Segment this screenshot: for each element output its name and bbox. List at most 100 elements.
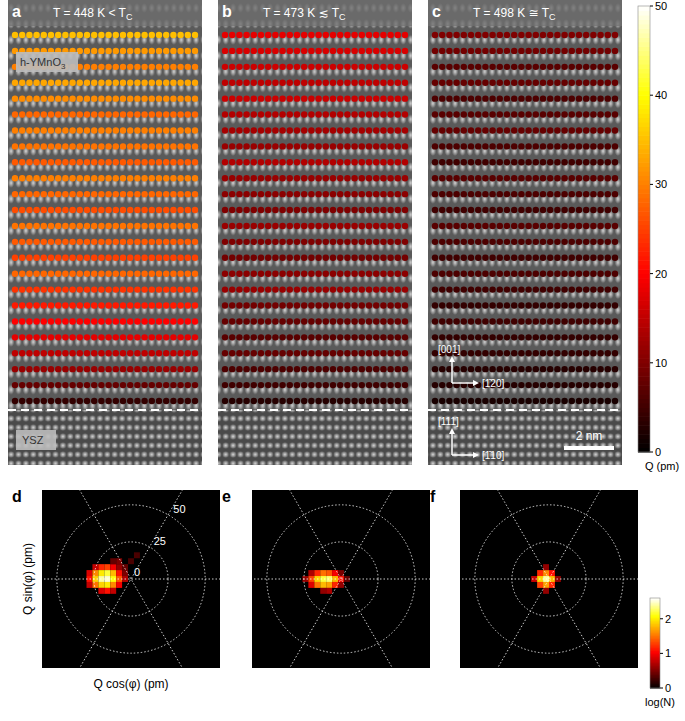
q-dot [33, 398, 39, 404]
q-dot [547, 334, 553, 340]
q-dot [287, 175, 293, 181]
q-dot [120, 350, 126, 356]
q-dot [258, 302, 264, 308]
q-dot [475, 207, 481, 213]
surface [218, 0, 412, 26]
q-dot [84, 111, 90, 117]
q-dot [330, 111, 336, 117]
q-dot [351, 223, 357, 229]
q-dot [113, 64, 119, 70]
q-dot [287, 286, 293, 292]
q-dot [561, 318, 567, 324]
q-dot [569, 111, 575, 117]
q-dot [41, 127, 47, 133]
q-dot [554, 382, 560, 388]
q-dot [156, 270, 162, 276]
q-dot [489, 366, 495, 372]
q-dot [395, 64, 401, 70]
q-dot [120, 398, 126, 404]
q-dot [554, 95, 560, 101]
q-dot [229, 143, 235, 149]
q-dot [149, 143, 155, 149]
q-dot [69, 207, 75, 213]
q-dot [236, 255, 242, 261]
q-dot [315, 318, 321, 324]
q-dot [19, 239, 25, 245]
q-dot [547, 175, 553, 181]
q-dot [222, 398, 228, 404]
q-dot [163, 32, 169, 38]
q-dot [337, 270, 343, 276]
q-dot [387, 80, 393, 86]
q-dot [229, 334, 235, 340]
q-dot [272, 223, 278, 229]
q-dot [330, 286, 336, 292]
q-dot [561, 239, 567, 245]
q-dot [105, 80, 111, 86]
q-dot [373, 286, 379, 292]
q-dot [489, 32, 495, 38]
q-dot [323, 318, 329, 324]
q-dot [525, 111, 531, 117]
q-dot [504, 48, 510, 54]
colorbar-step [638, 341, 650, 346]
q-dot [156, 255, 162, 261]
q-dot [497, 286, 503, 292]
q-dot [308, 318, 314, 324]
q-dot [185, 239, 191, 245]
q-dot [163, 143, 169, 149]
q-dot [590, 366, 596, 372]
q-dot [84, 318, 90, 324]
q-dot [330, 80, 336, 86]
q-dot [366, 80, 372, 86]
q-dot [163, 48, 169, 54]
q-dot [359, 286, 365, 292]
colorbar-step [638, 131, 650, 136]
q-dot [258, 239, 264, 245]
q-dot [461, 127, 467, 133]
q-dot [366, 159, 372, 165]
q-dot [258, 350, 264, 356]
q-dot [41, 223, 47, 229]
q-dot [605, 318, 611, 324]
q-dot [432, 207, 438, 213]
q-dot [590, 382, 596, 388]
q-dot [605, 191, 611, 197]
q-dot [301, 398, 307, 404]
q-dot [576, 80, 582, 86]
colorbar-step [638, 162, 650, 167]
q-dot [105, 382, 111, 388]
q-dot [26, 223, 32, 229]
q-dot [229, 127, 235, 133]
q-dot [77, 239, 83, 245]
scale-bar-label: 2 nm [576, 429, 603, 443]
q-dot [141, 270, 147, 276]
q-dot [236, 143, 242, 149]
q-dot [489, 143, 495, 149]
q-dot [98, 143, 104, 149]
q-dot [229, 32, 235, 38]
q-dot [366, 270, 372, 276]
q-dot [583, 334, 589, 340]
q-dot [141, 175, 147, 181]
q-dot [19, 286, 25, 292]
q-dot [468, 239, 474, 245]
q-dot [554, 270, 560, 276]
q-dot [612, 318, 618, 324]
q-dot [569, 350, 575, 356]
q-dot [518, 334, 524, 340]
q-dot [439, 127, 445, 133]
q-dot [91, 207, 97, 213]
q-dot [251, 175, 257, 181]
q-dot [576, 175, 582, 181]
q-dot [113, 255, 119, 261]
q-dot [511, 32, 517, 38]
q-dot [141, 382, 147, 388]
q-dot [192, 223, 198, 229]
q-dot [569, 398, 575, 404]
q-dot [127, 127, 133, 133]
q-dot [468, 191, 474, 197]
q-dot [98, 239, 104, 245]
q-dot [170, 398, 176, 404]
q-dot [315, 207, 321, 213]
